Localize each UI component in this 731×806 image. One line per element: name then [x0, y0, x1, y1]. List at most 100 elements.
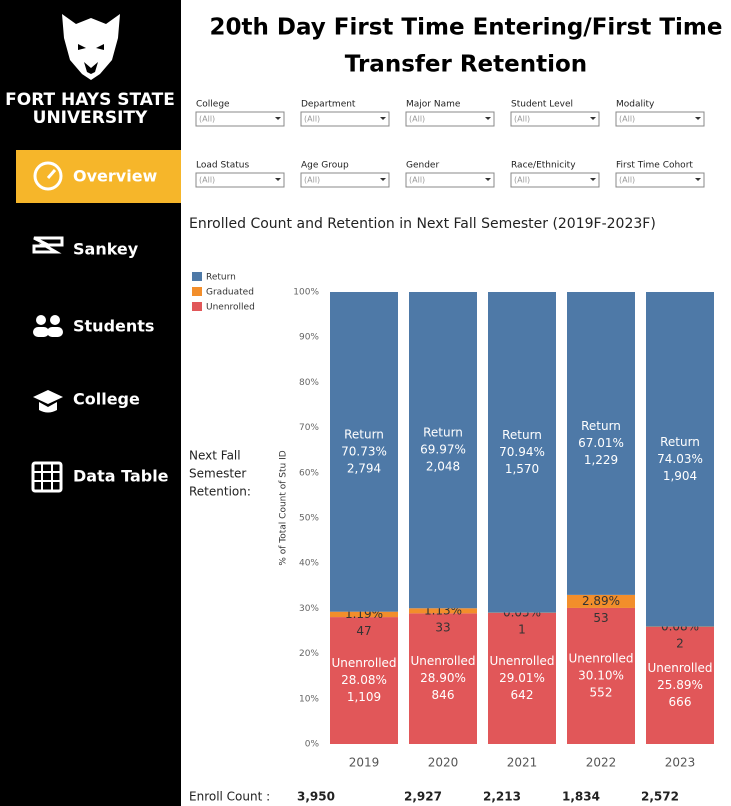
dropdown-arrow: [380, 178, 386, 181]
value-label: 28.90%: [420, 671, 466, 685]
legend-swatch: [192, 287, 202, 296]
count-label: 2,794: [347, 461, 381, 475]
sidebar: [0, 0, 181, 806]
filter-label: Race/Ethnicity: [511, 161, 576, 171]
dropdown-arrow: [275, 178, 281, 181]
segment-name: Return: [423, 426, 463, 440]
enroll-count: 2,213: [483, 790, 521, 804]
chart-title: Enrolled Count and Retention in Next Fal…: [189, 216, 656, 232]
row-label: Retention:: [189, 485, 251, 499]
y-tick-label: 80%: [299, 378, 319, 388]
count-label: 2: [676, 636, 684, 650]
filter-dropdown[interactable]: [195, 172, 285, 188]
filter-dropdown[interactable]: [510, 111, 600, 127]
legend-label: Unenrolled: [206, 303, 255, 313]
filter-dropdown[interactable]: [405, 111, 495, 127]
university-name: UNIVERSITY: [33, 108, 148, 128]
title: 20th Day First Time Entering/First Time: [210, 15, 723, 41]
value-label: 70.73%: [341, 444, 387, 458]
count-label: 47: [356, 624, 371, 638]
x-tick-label: 2021: [507, 756, 538, 770]
filter-dropdown[interactable]: [615, 111, 705, 127]
segment-name: Unenrolled: [410, 654, 475, 668]
filter-dropdown[interactable]: [405, 172, 495, 188]
count-label: 666: [669, 695, 692, 709]
segment-name: Unenrolled: [489, 654, 554, 668]
bar-segment: [330, 292, 398, 612]
y-tick-label: 30%: [299, 604, 319, 614]
title: Transfer Retention: [345, 52, 587, 78]
count-label: 1,570: [505, 462, 539, 476]
y-tick-label: 90%: [299, 333, 319, 343]
bar-segment: [409, 613, 477, 744]
filter-label: Student Level: [511, 100, 573, 110]
filter-label: Major Name: [406, 100, 461, 110]
filter-value: (All): [619, 115, 635, 124]
count-label: 642: [511, 688, 534, 702]
nav-item[interactable]: Data Table: [73, 467, 169, 486]
bar-segment: [488, 612, 556, 744]
filter-value: (All): [514, 176, 530, 185]
filter-label: Age Group: [301, 161, 349, 171]
dropdown-arrow: [485, 117, 491, 120]
enroll-count: 3,950: [297, 790, 335, 804]
bar-segment: [330, 611, 398, 618]
segment-name: Return: [660, 435, 700, 449]
nav-item[interactable]: Students: [73, 317, 154, 336]
enroll-count: 1,834: [562, 790, 600, 804]
filter-label: Gender: [406, 161, 439, 171]
y-tick-label: 60%: [299, 468, 319, 478]
value-label: 74.03%: [657, 452, 703, 466]
nav-item[interactable]: College: [73, 390, 140, 409]
filter-label: Department: [301, 100, 356, 110]
filter-dropdown[interactable]: [510, 172, 600, 188]
y-tick-label: 40%: [299, 559, 319, 569]
filter-label: Modality: [616, 100, 655, 110]
dropdown-arrow: [695, 117, 701, 120]
y-axis-label: % of Total Count of Stu ID: [279, 450, 289, 565]
count-label: 53: [593, 611, 608, 625]
filter-value: (All): [514, 115, 530, 124]
bar-segment: [409, 292, 477, 609]
count-label: 1,229: [584, 453, 618, 467]
enroll-count: 2,572: [641, 790, 679, 804]
y-tick-label: 50%: [299, 514, 319, 524]
university-name: FORT HAYS STATE: [5, 90, 175, 110]
enroll-count: 2,927: [404, 790, 442, 804]
bar-segment: [567, 607, 635, 744]
nav-active[interactable]: [16, 150, 181, 203]
dropdown-arrow: [695, 178, 701, 181]
row-label: Semester: [189, 467, 246, 481]
filter-label: First Time Cohort: [616, 161, 693, 171]
value-label: 67.01%: [578, 436, 624, 450]
filter-dropdown[interactable]: [195, 111, 285, 127]
legend-label: Graduated: [206, 288, 254, 298]
value-label: 25.89%: [657, 678, 703, 692]
bar-segment: [567, 594, 635, 608]
filter-dropdown[interactable]: [300, 111, 390, 127]
filter-dropdown[interactable]: [615, 172, 705, 188]
legend-swatch: [192, 302, 202, 311]
filter-value: (All): [199, 115, 215, 124]
count-label: 1: [518, 622, 526, 636]
nav-item[interactable]: Sankey: [73, 240, 139, 259]
tiger-icon: [62, 14, 120, 80]
count-label: 552: [590, 685, 613, 699]
filter-value: (All): [409, 176, 425, 185]
count-label: 33: [435, 620, 450, 634]
count-label: 2,048: [426, 460, 460, 474]
segment-name: Return: [581, 419, 621, 433]
filter-value: (All): [409, 115, 425, 124]
y-tick-label: 70%: [299, 423, 319, 433]
filter-value: (All): [304, 115, 320, 124]
segment-name: Return: [344, 427, 384, 441]
count-label: 1,904: [663, 469, 697, 483]
nav-item[interactable]: Overview: [73, 167, 158, 186]
nav-icons: [31, 161, 64, 493]
logo: [62, 14, 120, 80]
count-label: 1,109: [347, 690, 381, 704]
bar-segment: [567, 292, 635, 595]
value-label: 28.08%: [341, 673, 387, 687]
filter-dropdown[interactable]: [300, 172, 390, 188]
